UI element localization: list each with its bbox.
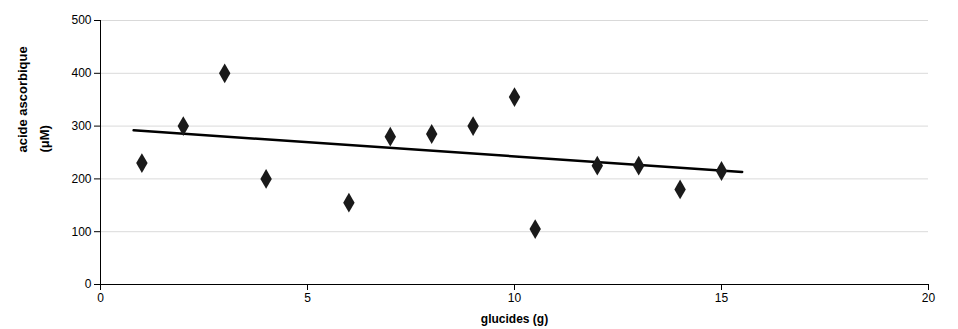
svg-text:500: 500 — [71, 13, 91, 27]
svg-text:300: 300 — [71, 119, 91, 133]
svg-text:(μM): (μM) — [37, 125, 52, 152]
svg-text:glucides (g): glucides (g) — [481, 312, 548, 326]
svg-text:20: 20 — [922, 291, 936, 305]
svg-text:0: 0 — [85, 277, 92, 291]
svg-text:0: 0 — [97, 291, 104, 305]
svg-text:10: 10 — [508, 291, 522, 305]
svg-text:400: 400 — [71, 66, 91, 80]
svg-text:200: 200 — [71, 172, 91, 186]
svg-text:100: 100 — [71, 225, 91, 239]
svg-text:acide ascorbique: acide ascorbique — [15, 46, 30, 152]
svg-text:15: 15 — [715, 291, 729, 305]
svg-text:5: 5 — [304, 291, 311, 305]
